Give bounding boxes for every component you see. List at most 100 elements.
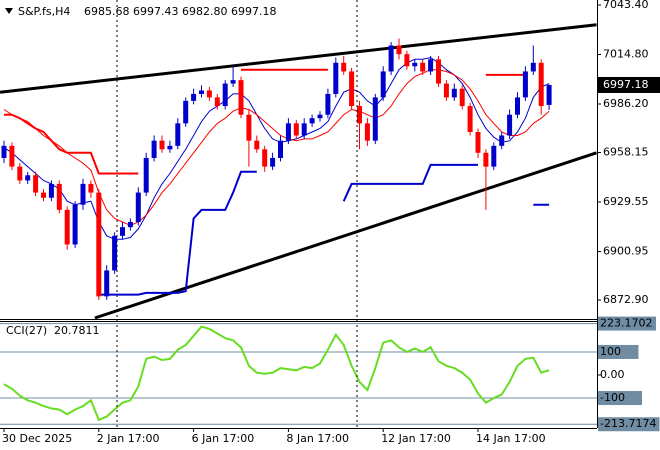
candle-body bbox=[222, 83, 228, 107]
current-price-label: 6997.18 bbox=[603, 78, 649, 91]
candle-body bbox=[278, 140, 283, 158]
candle-body bbox=[436, 59, 441, 84]
candle-body bbox=[214, 97, 220, 107]
y-tick-label: 6958.15 bbox=[603, 146, 649, 159]
candle-body bbox=[522, 71, 528, 98]
y-tick-label: -100 bbox=[600, 391, 625, 404]
indicator-line bbox=[98, 163, 550, 296]
candle-body bbox=[206, 90, 212, 98]
candle-body bbox=[293, 123, 299, 136]
candle-body bbox=[443, 83, 449, 98]
cci-pane: 223.1702 100 0.00 -100 -213.7174 bbox=[0, 316, 660, 432]
x-tick-label: 6 Jan 17:00 bbox=[192, 432, 255, 445]
header-price: 6997.18 bbox=[231, 5, 277, 18]
header-price: 6985.68 bbox=[84, 5, 130, 18]
candle-body bbox=[451, 88, 457, 98]
candle-body bbox=[120, 227, 125, 236]
candle-body bbox=[333, 62, 339, 94]
y-tick-label: 6986.20 bbox=[603, 97, 649, 110]
indicator-title: CCI(27) bbox=[6, 324, 47, 337]
candle-body bbox=[151, 140, 157, 158]
candle-body bbox=[483, 152, 489, 167]
candle-body bbox=[254, 140, 260, 150]
candle-body bbox=[230, 80, 236, 84]
candle-body bbox=[80, 183, 86, 205]
y-tick-label: 6872.90 bbox=[603, 293, 649, 306]
candle-body bbox=[56, 183, 62, 210]
candle-body bbox=[191, 93, 197, 101]
candle-body bbox=[135, 192, 141, 222]
candle-body bbox=[143, 157, 149, 193]
y-tick-label: 100 bbox=[600, 345, 621, 358]
candle-body bbox=[33, 175, 39, 193]
current-price-box bbox=[598, 76, 660, 93]
candle-body bbox=[64, 209, 70, 245]
candle-body bbox=[238, 80, 244, 115]
candle-body bbox=[396, 45, 402, 55]
candle-body bbox=[88, 183, 94, 193]
header-prices: 6985.68 6997.43 6982.80 6997.18 bbox=[84, 5, 277, 18]
candle-body bbox=[175, 123, 181, 146]
candle-body bbox=[72, 204, 78, 245]
candle-body bbox=[467, 106, 473, 133]
price-pane: 7043.40 7014.80 6986.20 6958.15 6929.55 6900.… bbox=[0, 0, 660, 320]
trendline bbox=[0, 23, 597, 94]
candle-body bbox=[364, 123, 370, 141]
candle-body bbox=[428, 59, 434, 72]
indicator-line bbox=[3, 69, 550, 226]
candle-body bbox=[499, 135, 505, 146]
candle-body bbox=[309, 118, 315, 124]
candle-body bbox=[262, 149, 268, 167]
candle-body bbox=[301, 123, 307, 136]
candle-body bbox=[167, 145, 173, 150]
collapse-arrow bbox=[5, 8, 13, 14]
y-tick-label: 6929.55 bbox=[603, 195, 649, 208]
candle-body bbox=[325, 93, 331, 115]
candle-body bbox=[104, 270, 110, 297]
candle-body bbox=[270, 157, 276, 167]
candle-body bbox=[183, 100, 189, 124]
candle-body bbox=[546, 84, 552, 105]
candle-body bbox=[317, 114, 323, 119]
candle-body bbox=[159, 140, 165, 150]
candle-body bbox=[112, 235, 118, 271]
y-tick-label: 0.00 bbox=[600, 368, 625, 381]
candle-body bbox=[341, 62, 347, 72]
x-tick-label: 14 Jan 17:00 bbox=[476, 432, 546, 445]
candle-body bbox=[199, 90, 204, 94]
candle-body bbox=[420, 62, 426, 72]
header-price: 6997.43 bbox=[133, 5, 179, 18]
y-tick-label: 223.1702 bbox=[600, 317, 653, 330]
candle-body bbox=[507, 114, 513, 136]
y-tick-label: 7043.40 bbox=[603, 0, 649, 11]
candle-body bbox=[41, 192, 46, 198]
level-box bbox=[598, 316, 656, 331]
candle-body bbox=[246, 114, 252, 141]
candle-body bbox=[127, 221, 133, 228]
header-price: 6982.80 bbox=[182, 5, 228, 18]
candle-body bbox=[388, 45, 394, 72]
level-box bbox=[598, 417, 660, 432]
indicator-line bbox=[4, 68, 526, 175]
x-tick-label: 30 Dec 2025 bbox=[2, 432, 72, 445]
candle-body bbox=[475, 132, 481, 153]
candle-body bbox=[372, 97, 378, 141]
candle-body bbox=[404, 54, 410, 67]
indicator-value: 20.7811 bbox=[54, 324, 100, 337]
candle-body bbox=[25, 175, 31, 181]
x-tick-label: 12 Jan 17:00 bbox=[381, 432, 451, 445]
y-tick-label: 6900.95 bbox=[603, 244, 649, 257]
symbol: S&P.fs,H4 bbox=[18, 5, 70, 18]
candle-body bbox=[530, 62, 536, 72]
candle-body bbox=[1, 145, 7, 158]
candle-body bbox=[357, 106, 362, 124]
candle-body bbox=[48, 183, 54, 198]
cci-line bbox=[3, 325, 550, 422]
candle-body bbox=[96, 192, 102, 297]
candle-body bbox=[349, 71, 355, 107]
y-tick-label: -213.7174 bbox=[600, 417, 656, 430]
candle-body bbox=[285, 123, 291, 141]
candle-body bbox=[538, 62, 544, 107]
